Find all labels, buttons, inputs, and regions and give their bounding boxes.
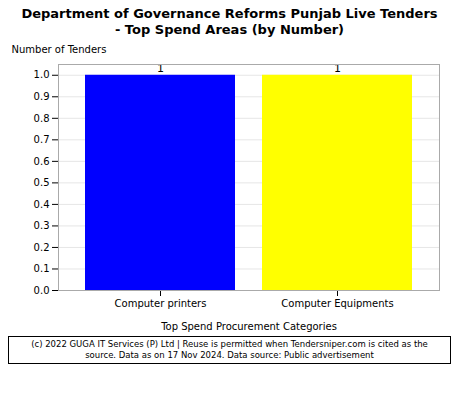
svg-text:0.9: 0.9 xyxy=(34,91,50,102)
svg-text:0.3: 0.3 xyxy=(34,220,50,231)
svg-text:Computer printers: Computer printers xyxy=(115,298,207,309)
svg-text:Number of Tenders: Number of Tenders xyxy=(12,44,107,55)
svg-text:Top Spend Procurement Categori: Top Spend Procurement Categories xyxy=(160,321,337,332)
svg-text:0.2: 0.2 xyxy=(34,242,50,253)
svg-text:0.5: 0.5 xyxy=(34,177,50,188)
svg-text:0.6: 0.6 xyxy=(34,156,50,167)
svg-text:0.4: 0.4 xyxy=(34,199,50,210)
svg-text:0.1: 0.1 xyxy=(34,263,50,274)
svg-text:Computer Equipments: Computer Equipments xyxy=(281,298,393,309)
svg-text:1: 1 xyxy=(334,62,341,75)
svg-text:0.7: 0.7 xyxy=(34,134,50,145)
svg-text:0.8: 0.8 xyxy=(34,113,50,124)
svg-text:1: 1 xyxy=(157,62,164,75)
html-text:(c) 2022 GUGA IT Services (P): (c) 2022 GUGA IT Services (P) Ltd | Reus… xyxy=(31,339,428,360)
svg-text:0.0: 0.0 xyxy=(34,285,50,296)
html-text:Department of Governance Refor: Department of Governance Reforms Punjab … xyxy=(21,6,438,37)
svg-text:1.0: 1.0 xyxy=(34,69,50,80)
